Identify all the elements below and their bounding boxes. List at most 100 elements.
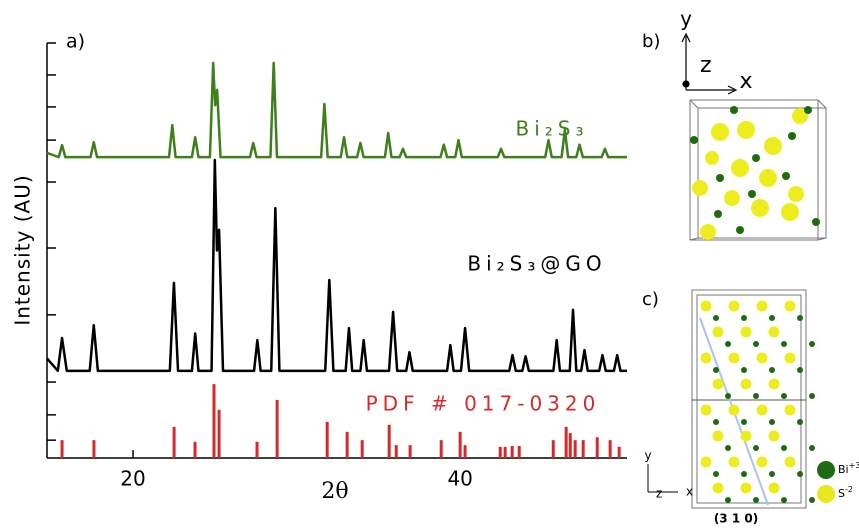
reference-stick xyxy=(361,440,364,458)
reference-stick xyxy=(618,447,621,458)
atom xyxy=(748,190,756,198)
axis-name: z xyxy=(656,487,662,501)
atom xyxy=(769,379,780,390)
reference-stick xyxy=(596,437,599,458)
atom xyxy=(741,419,747,425)
atom xyxy=(701,301,712,312)
atom xyxy=(713,483,724,494)
atom xyxy=(713,431,724,442)
atom xyxy=(729,353,740,364)
atoms xyxy=(690,106,820,240)
atom xyxy=(730,106,738,114)
atom xyxy=(690,136,698,144)
reference-stick xyxy=(504,447,507,458)
reference-stick xyxy=(395,445,398,458)
reference-stick xyxy=(61,440,64,458)
atom xyxy=(729,457,740,468)
atom xyxy=(781,497,787,503)
atom xyxy=(716,174,724,182)
atom xyxy=(713,327,724,338)
panel-label: a) xyxy=(66,31,85,53)
atom xyxy=(809,341,815,347)
reference-stick xyxy=(464,445,467,458)
reference-stick xyxy=(194,442,197,458)
atom xyxy=(781,393,787,399)
x-tick-label: 40 xyxy=(447,467,472,491)
atom xyxy=(725,393,731,399)
atom xyxy=(757,301,768,312)
series-label: PDF # 017-0320 xyxy=(366,392,601,416)
reference-stick xyxy=(256,442,259,458)
atom xyxy=(769,419,775,425)
spectrum-line xyxy=(47,63,627,157)
reference-stick xyxy=(574,440,577,458)
x-axis-label: 2θ xyxy=(321,479,348,504)
reference-stick xyxy=(582,440,585,458)
atom xyxy=(769,367,775,373)
legend-label: S-2 xyxy=(838,485,853,501)
atom xyxy=(729,301,740,312)
atom xyxy=(757,457,768,468)
atom xyxy=(785,405,796,416)
atom xyxy=(788,186,804,202)
panel-label: c) xyxy=(642,289,659,310)
atoms xyxy=(701,301,816,504)
atom xyxy=(769,483,780,494)
atom xyxy=(729,405,740,416)
atom xyxy=(741,471,747,477)
atom xyxy=(759,169,777,187)
atom xyxy=(781,445,787,451)
reference-stick xyxy=(346,432,349,458)
atom xyxy=(741,367,747,373)
atom xyxy=(731,159,749,177)
reference-stick xyxy=(326,422,329,458)
atom xyxy=(725,341,731,347)
atom xyxy=(809,393,815,399)
atom xyxy=(700,224,716,240)
atom xyxy=(741,315,747,321)
atom xyxy=(725,445,731,451)
atom xyxy=(713,379,724,390)
atom xyxy=(713,419,719,425)
atom xyxy=(692,180,708,196)
axis-name: x xyxy=(686,485,693,499)
atom xyxy=(757,405,768,416)
axis-name: z xyxy=(700,53,712,78)
atom xyxy=(751,199,769,217)
atom xyxy=(725,497,731,503)
atom xyxy=(809,497,815,503)
reference-stick xyxy=(173,427,176,458)
reference-stick xyxy=(518,446,521,458)
reference-stick xyxy=(511,446,514,458)
atom xyxy=(741,483,752,494)
atom-charge: -2 xyxy=(845,485,853,494)
atom xyxy=(741,379,752,390)
reference-stick xyxy=(388,425,391,458)
reference-stick xyxy=(565,427,568,458)
atom xyxy=(701,457,712,468)
reference-stick xyxy=(499,447,502,458)
atom xyxy=(804,106,812,114)
atom xyxy=(753,497,759,503)
atom xyxy=(701,405,712,416)
atom xyxy=(769,471,775,477)
reference-stick xyxy=(609,440,612,458)
reference-stick xyxy=(459,432,462,458)
legend-label: Bi+3 xyxy=(838,461,859,477)
atom xyxy=(713,471,719,477)
legend-atom xyxy=(817,461,835,479)
atom xyxy=(797,315,803,321)
atom xyxy=(769,431,780,442)
reference-stick xyxy=(569,433,572,458)
reference-stick xyxy=(552,440,555,458)
panel-label: b) xyxy=(642,31,660,52)
atom xyxy=(757,353,768,364)
atom xyxy=(752,154,760,162)
atom xyxy=(785,457,796,468)
series-label: Bi₂S₃@GO xyxy=(467,252,606,276)
atom xyxy=(714,210,722,218)
atom xyxy=(769,327,780,338)
atom xyxy=(782,172,790,180)
legend-atom xyxy=(817,485,835,503)
atom xyxy=(713,367,719,373)
